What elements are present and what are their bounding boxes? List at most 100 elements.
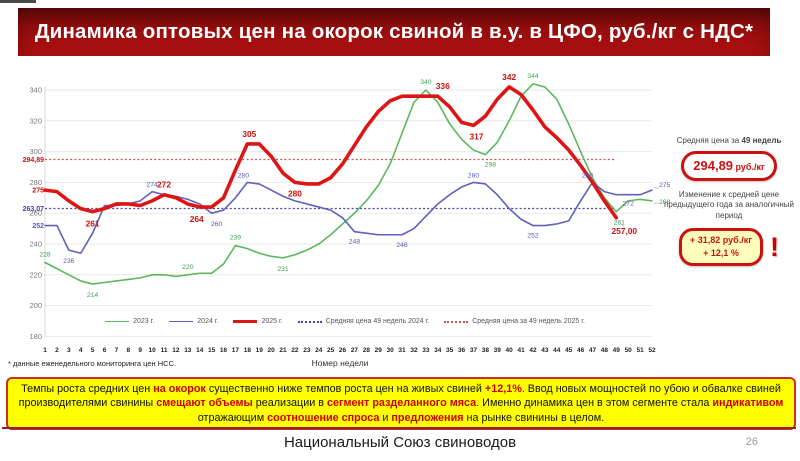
- data-point-label: 280: [288, 188, 302, 198]
- data-point-label: 344: [527, 73, 539, 80]
- label-leader-line: [617, 220, 625, 228]
- data-point-label: 298: [485, 162, 497, 169]
- legend-label: 2024 г.: [197, 318, 219, 325]
- data-point-label: 272: [157, 180, 171, 190]
- y-tick-label: 340: [29, 86, 42, 95]
- week-tick-label: 18: [243, 347, 251, 354]
- week-tick-label: 5: [90, 347, 95, 354]
- data-point-label: 261: [614, 220, 626, 227]
- y-tick-label: 300: [29, 147, 42, 156]
- y-tick-label: 280: [29, 178, 42, 187]
- axis-annotation: 275: [32, 188, 44, 195]
- week-tick-label: 6: [102, 347, 107, 354]
- week-tick-label: 39: [493, 347, 501, 354]
- week-tick-label: 26: [338, 347, 347, 354]
- legend-swatch: [169, 321, 194, 322]
- data-point-label: 231: [277, 266, 289, 273]
- week-tick-label: 41: [517, 347, 525, 354]
- data-point-label: 220: [182, 264, 194, 271]
- data-point-label: 268: [659, 199, 671, 206]
- y-tick-label: 200: [29, 301, 42, 310]
- data-point-label: 336: [436, 81, 450, 91]
- y-tick-label: 220: [29, 270, 42, 279]
- commentary-highlight: соотношение спроса: [267, 411, 380, 424]
- commentary-highlight: на окорок: [153, 383, 206, 395]
- data-point-label: 261: [86, 219, 100, 229]
- axis-annotation: 252: [32, 223, 44, 230]
- data-point-label: 248: [349, 239, 361, 246]
- avg-price-unit: руб./кг: [733, 162, 765, 172]
- week-tick-label: 42: [529, 347, 537, 354]
- week-tick-label: 9: [138, 347, 143, 354]
- week-tick-label: 21: [279, 347, 287, 354]
- data-point-label: 228: [39, 251, 51, 258]
- week-tick-label: 11: [160, 347, 168, 354]
- data-point-label: 280: [468, 172, 480, 179]
- commentary-text: существенно ниже темпов роста цен на жив…: [205, 383, 485, 395]
- commentary-text: . Ввод новых мощностей по убою и обвалке…: [18, 383, 781, 410]
- week-tick-label: 34: [434, 347, 442, 354]
- data-point-label: 340: [420, 79, 432, 86]
- axis-annotation: 263,07: [23, 206, 45, 213]
- week-tick-label: 12: [172, 347, 180, 354]
- week-axis-ticks: 1 2 3 4 5 6 7 8 9 10 11 12 13 14 15 16 17 18 19 20 21 22 23 24 2…: [20, 347, 670, 356]
- legend-item: 2025 г.: [233, 318, 283, 325]
- price-chart: 180 200 220 240 260 280 300 320 340 294,89 275 263,…: [20, 58, 671, 350]
- slide-title-banner: Динамика оптовых цен на окорок свиной в …: [18, 8, 770, 56]
- data-point-label: 317: [469, 131, 483, 141]
- week-tick-label: 1: [43, 347, 47, 354]
- week-tick-label: 22: [291, 347, 299, 354]
- legend-item: 2023 г.: [105, 318, 154, 325]
- week-tick-label: 36: [457, 347, 466, 354]
- commentary-text: . Именно динамика цен в этом сегменте ст…: [476, 397, 713, 410]
- week-tick-label: 20: [267, 347, 275, 354]
- summary-panel: Средняя цена за 49 недель 294,89 руб./кг…: [656, 136, 800, 267]
- page-number: 26: [745, 436, 758, 448]
- exclamation-mark: !: [769, 231, 779, 262]
- week-tick-label: 8: [126, 347, 131, 354]
- week-tick-label: 3: [66, 347, 71, 354]
- week-tick-label: 16: [219, 347, 228, 354]
- week-tick-label: 32: [410, 347, 418, 354]
- y-tick-label: 240: [29, 240, 42, 249]
- week-tick-label: 4: [78, 347, 83, 354]
- series-line-2024: [44, 181, 653, 255]
- label-leader-line: [653, 202, 660, 205]
- slide-title: Динамика оптовых цен на окорок свиной в …: [34, 20, 754, 43]
- avg-price-badge: 294,89 руб./кг: [681, 151, 777, 181]
- legend-label: 2025 г.: [261, 318, 283, 325]
- commentary-text: Темпы роста средних цен: [21, 383, 154, 395]
- week-tick-label: 46: [576, 347, 585, 354]
- data-point-label: 280: [238, 172, 250, 179]
- commentary-text: отражающим: [197, 411, 268, 424]
- data-point-label: 342: [502, 72, 516, 82]
- week-tick-label: 15: [208, 347, 216, 354]
- data-point-label: 280: [582, 172, 594, 179]
- legend-label: Средняя цена за 49 недель 2025 г.: [472, 318, 585, 325]
- data-point-label: 274: [146, 182, 158, 189]
- footer-text: Национальный Союз свиноводов: [283, 434, 517, 451]
- week-tick-label: 38: [481, 347, 489, 354]
- data-point-label: 260: [211, 221, 223, 228]
- week-tick-label: 10: [148, 347, 156, 354]
- price-chart-canvas: 180 200 220 240 260 280 300 320 340 294,89 275 263,…: [23, 72, 671, 341]
- week-tick-label: 23: [303, 347, 311, 354]
- commentary-highlight: +12,1%: [484, 383, 522, 395]
- data-point-label: 239: [230, 235, 242, 242]
- change-badge-row: + 31,82 руб./кг + 12,1 % !: [656, 228, 800, 267]
- week-tick-label: 51: [636, 347, 644, 354]
- commentary-text: и: [379, 411, 392, 424]
- week-tick-label: 40: [505, 347, 513, 354]
- y-tick-label: 320: [29, 116, 42, 125]
- commentary-box: Темпы роста средних цен на окорок сущест…: [6, 377, 796, 431]
- week-tick-label: 19: [255, 347, 263, 354]
- legend-item: 2024 г.: [169, 318, 218, 325]
- footer-rule: [2, 427, 796, 429]
- legend-swatch: [297, 320, 322, 323]
- avg-price-title: Средняя цена за 49 недель: [656, 136, 800, 145]
- y-tick-label: 180: [29, 332, 42, 341]
- screen-edge-artifact: [0, 0, 36, 3]
- data-point-label: 214: [87, 292, 99, 299]
- commentary-text: на рынке свинины в целом.: [463, 411, 605, 424]
- chart-legend: 2023 г. 2024 г. 2025 г. Средняя цена 49 нед…: [45, 318, 645, 325]
